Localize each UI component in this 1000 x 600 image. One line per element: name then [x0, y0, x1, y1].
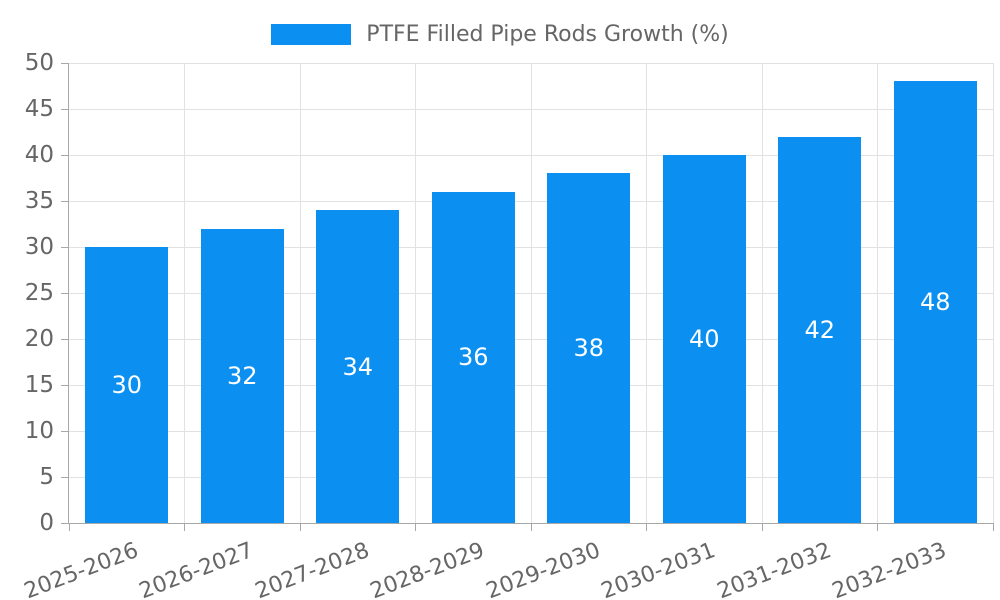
y-tick [61, 292, 69, 294]
x-gridline [992, 63, 994, 523]
x-tick-label: 2028-2029 [367, 538, 489, 600]
x-gridline [646, 63, 647, 523]
bar-value-label: 38 [573, 334, 605, 363]
bar-value-label: 42 [804, 315, 836, 344]
y-tick-label: 45 [24, 96, 54, 122]
y-tick-label: 30 [24, 234, 54, 260]
y-tick-label: 20 [24, 326, 54, 352]
y-tick [61, 246, 69, 248]
bar-value-label: 34 [342, 352, 374, 381]
y-tick [61, 62, 69, 64]
bar[interactable]: 32 [200, 228, 284, 523]
x-gridline [530, 63, 532, 523]
bar[interactable]: 48 [893, 81, 977, 523]
chart-legend[interactable]: PTFE Filled Pipe Rods Growth (%) [0, 22, 1000, 47]
bar-value-label: 48 [919, 288, 951, 317]
legend-swatch [271, 24, 352, 45]
x-gridline [184, 63, 185, 523]
x-tick [68, 523, 70, 531]
y-tick [61, 338, 69, 340]
bar[interactable]: 36 [431, 191, 515, 523]
bar[interactable]: 42 [778, 136, 862, 523]
x-gridline [299, 63, 301, 523]
y-tick [61, 522, 69, 524]
x-tick [299, 523, 301, 531]
y-axis-line [68, 63, 69, 523]
x-tick [646, 523, 647, 531]
y-tick-label: 35 [24, 188, 54, 214]
x-tick-label: 2030-2031 [598, 538, 720, 600]
bar-value-label: 40 [688, 325, 720, 353]
bar-value-label: 32 [226, 361, 258, 390]
x-tick [877, 523, 878, 531]
x-axis-line [68, 523, 993, 524]
bar-value-label: 36 [457, 343, 489, 372]
bar[interactable]: 38 [547, 173, 631, 523]
x-tick [184, 523, 185, 531]
x-tick-label: 2025-2026 [20, 538, 142, 600]
y-tick [61, 384, 69, 386]
x-tick [761, 523, 763, 531]
x-gridline [761, 63, 763, 523]
y-tick-label: 15 [24, 372, 54, 398]
y-tick-label: 0 [39, 510, 54, 536]
y-tick-label: 40 [24, 142, 54, 168]
bar-value-label: 30 [111, 371, 143, 399]
legend-label: PTFE Filled Pipe Rods Growth (%) [366, 22, 729, 47]
bar[interactable]: 34 [316, 210, 400, 523]
x-tick-label: 2032-2033 [829, 538, 951, 600]
x-tick-label: 2029-2030 [482, 538, 604, 600]
x-tick-label: 2026-2027 [136, 538, 258, 600]
y-tick-label: 10 [24, 418, 54, 444]
y-tick [61, 108, 69, 110]
x-tick-label: 2027-2028 [251, 538, 373, 600]
y-tick-label: 25 [24, 280, 54, 306]
x-tick [530, 523, 532, 531]
x-tick [415, 523, 416, 531]
x-tick [992, 523, 994, 531]
x-gridline [877, 63, 878, 523]
y-tick [61, 154, 69, 156]
y-tick [61, 200, 69, 202]
bar[interactable]: 30 [85, 247, 169, 523]
x-gridline [415, 63, 416, 523]
y-tick [61, 430, 69, 432]
y-tick-label: 5 [39, 464, 54, 490]
y-tick [61, 476, 69, 478]
x-tick-label: 2031-2032 [713, 538, 835, 600]
y-tick-label: 50 [24, 50, 54, 76]
bar[interactable]: 40 [662, 155, 746, 523]
